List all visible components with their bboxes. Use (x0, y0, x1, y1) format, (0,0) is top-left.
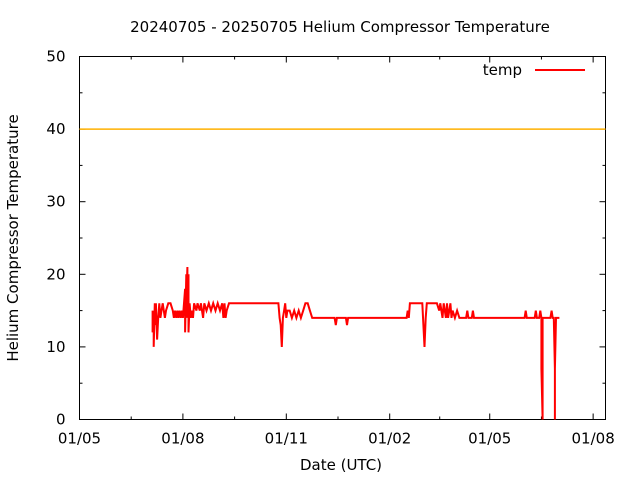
chart-title: 20240705 - 20250705 Helium Compressor Te… (130, 18, 550, 36)
legend: temp (483, 61, 585, 79)
y-tick-label: 10 (46, 338, 65, 356)
series-line-temp (151, 266, 560, 420)
x-axis: 01/05 01/08 01/11 01/02 01/05 01/08 (58, 56, 615, 448)
y-tick-label: 30 (46, 193, 65, 211)
y-tick-label: 40 (46, 120, 65, 138)
x-tick-label: 01/05 (468, 430, 511, 448)
x-tick-label: 01/05 (58, 430, 101, 448)
x-tick-label: 01/08 (161, 430, 204, 448)
y-axis: 0 10 20 30 40 50 (46, 48, 606, 429)
x-tick-label: 01/08 (572, 430, 615, 448)
legend-label-temp: temp (483, 61, 522, 79)
x-axis-label: Date (UTC) (300, 456, 382, 474)
y-tick-label: 20 (46, 265, 65, 283)
x-tick-label: 01/11 (265, 430, 308, 448)
x-tick-label: 01/02 (368, 430, 411, 448)
y-axis-label: Helium Compressor Temperature (4, 114, 22, 361)
plot-frame (79, 56, 606, 420)
y-tick-label: 50 (46, 48, 65, 66)
y-tick-label: 0 (56, 411, 66, 429)
